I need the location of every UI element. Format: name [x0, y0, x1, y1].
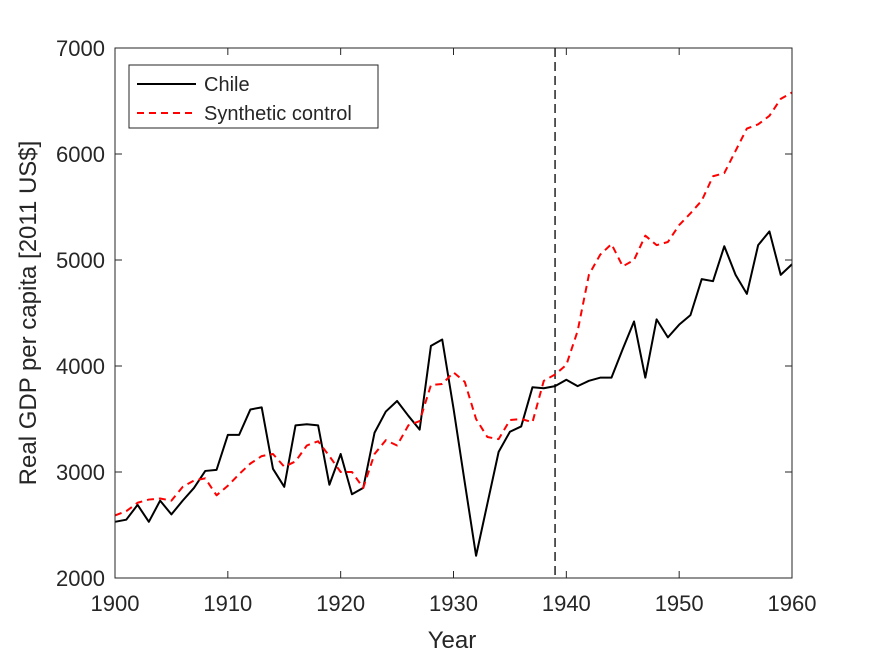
legend-label-synthetic: Synthetic control — [204, 103, 352, 125]
y-tick-label: 6000 — [56, 142, 105, 167]
x-tick-label: 1950 — [655, 591, 704, 616]
y-tick-label: 3000 — [56, 460, 105, 485]
y-tick-label: 7000 — [56, 36, 105, 61]
x-tick-label: 1900 — [91, 591, 140, 616]
y-tick-label: 2000 — [56, 566, 105, 591]
y-tick-label: 5000 — [56, 248, 105, 273]
legend-label-chile: Chile — [204, 74, 250, 96]
x-tick-label: 1930 — [429, 591, 478, 616]
x-tick-label: 1910 — [203, 591, 252, 616]
x-axis-label: Year — [428, 627, 477, 654]
x-tick-label: 1960 — [768, 591, 817, 616]
y-tick-label: 4000 — [56, 354, 105, 379]
x-tick-label: 1920 — [316, 591, 365, 616]
legend: Chile Synthetic control — [128, 64, 379, 129]
x-tick-label: 1940 — [542, 591, 591, 616]
y-axis-label: Real GDP per capita [2011 US$] — [15, 141, 42, 486]
legend-box — [128, 64, 379, 129]
series-line-chile — [114, 230, 793, 557]
series-line-synthetic-control — [114, 91, 793, 517]
